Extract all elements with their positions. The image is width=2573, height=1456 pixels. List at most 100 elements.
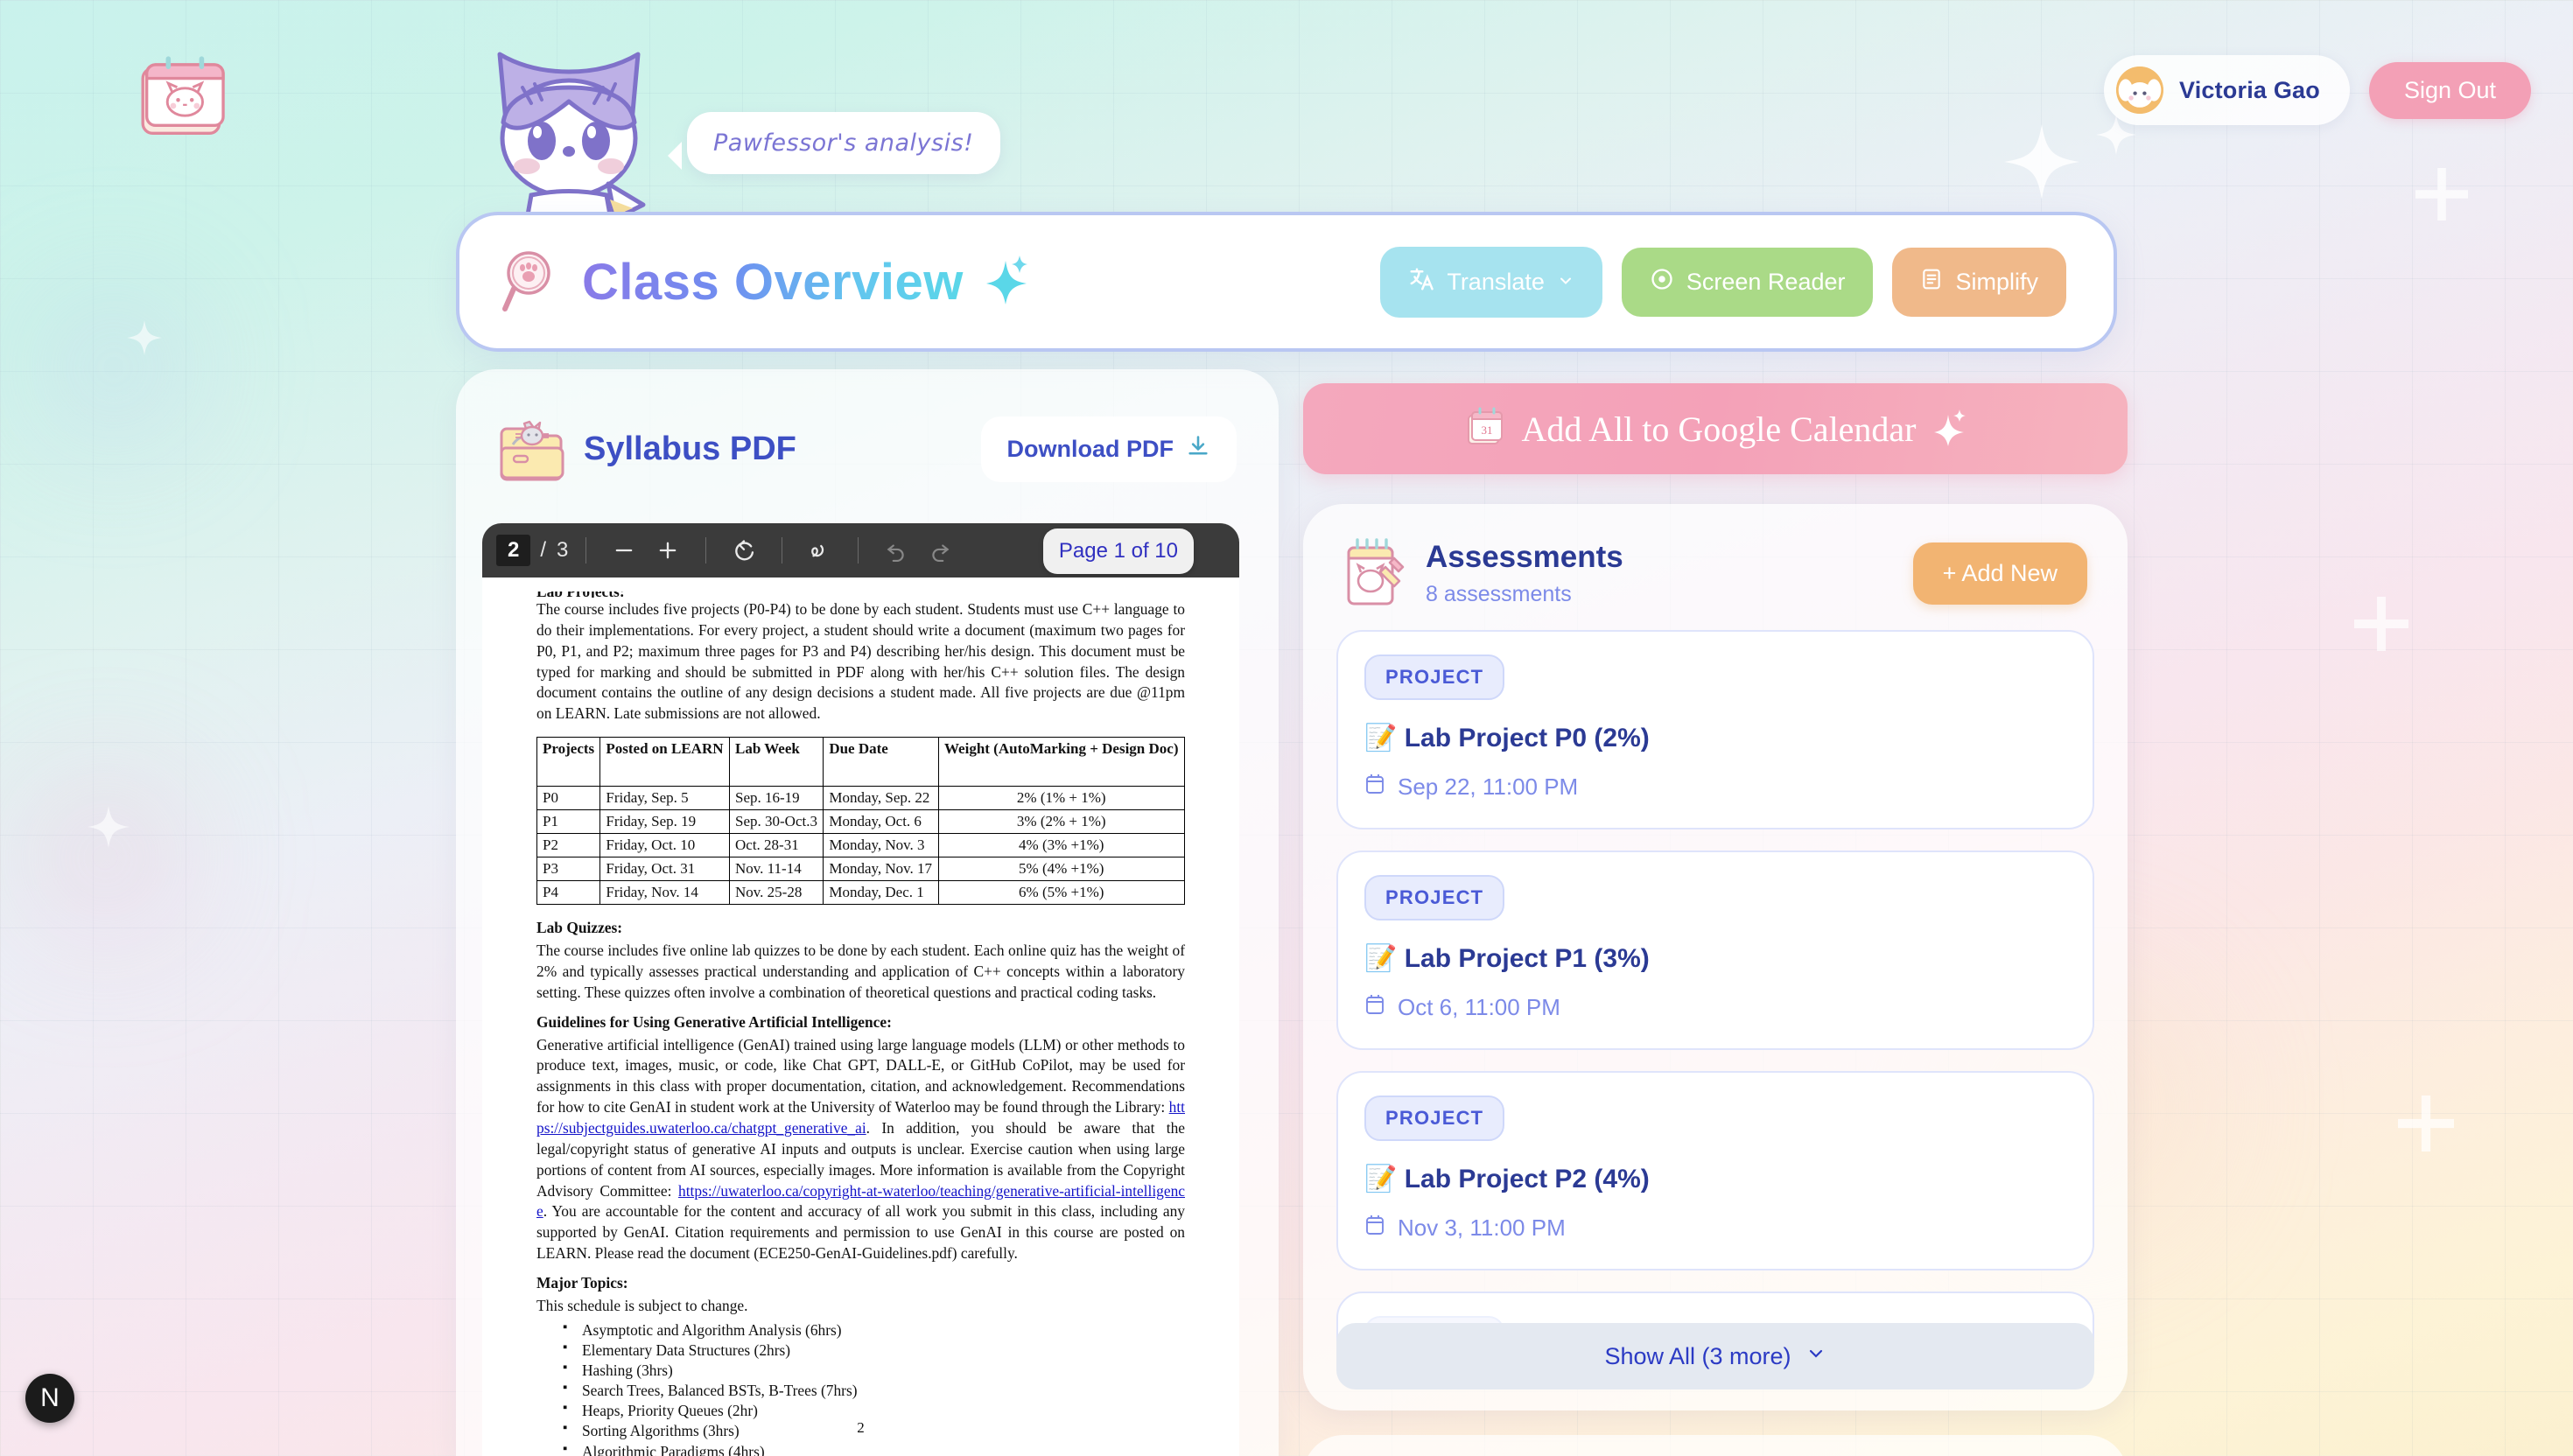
genai-text-3: . You are accountable for the content an… <box>536 1202 1185 1263</box>
pdf-page-number: 2 <box>857 1419 865 1436</box>
calendar-31-icon: 31 <box>1465 407 1504 452</box>
projects-table-body: P0 Friday, Sep. 5 Sep. 16-19 Monday, Sep. 2… <box>536 786 1185 906</box>
list-item: Hashing (3hrs) <box>563 1360 1185 1381</box>
simplify-label: Simplify <box>1955 268 2038 295</box>
lab-quizzes-heading: Lab Quizzes: <box>536 919 623 937</box>
assessment-date: Sep 22, 11:00 PM <box>1398 774 1579 800</box>
th-labweek: Lab Week <box>728 737 824 788</box>
header-actions: Translate Screen Reader Simplify <box>1380 246 2066 318</box>
toolbar-divider <box>705 537 707 564</box>
add-new-button[interactable]: + Add New <box>1912 542 2087 605</box>
download-pdf-button[interactable]: Download PDF <box>980 416 1237 482</box>
pdf-intro-paragraph: The course includes five projects (P0-P4… <box>536 600 1185 723</box>
pdf-clipped-heading: Lab Projects: <box>536 592 1185 598</box>
sign-out-button[interactable]: Sign Out <box>2368 61 2531 119</box>
translate-icon <box>1408 266 1434 298</box>
assessments-title-group: Assessments 8 assessments <box>1426 540 1623 607</box>
list-item: Search Trees, Balanced BSTs, B-Trees (7h… <box>563 1380 1185 1401</box>
translate-button[interactable]: Translate <box>1380 246 1602 318</box>
assessments-title: Assessments <box>1426 539 1623 574</box>
zoom-out-icon[interactable] <box>604 530 644 570</box>
list-item: Heaps, Priority Queues (2hr) <box>563 1400 1185 1421</box>
assessments-header: Assessments 8 assessments + Add New <box>1336 537 2094 630</box>
table-row: P2 Friday, Oct. 10 Oct. 28-31 Monday, Nov. … <box>536 833 1185 858</box>
user-name: Victoria Gao <box>2178 76 2320 103</box>
sparkle-icon <box>88 805 130 849</box>
header-title-group: Class Overview <box>501 249 1380 314</box>
th-duedate: Due Date <box>823 737 939 788</box>
list-item: Sorting Algorithms (3hrs) <box>563 1420 1185 1441</box>
toolbar-divider <box>585 537 587 564</box>
table-row: P0 Friday, Sep. 5 Sep. 16-19 Monday, Sep. 2… <box>536 786 1185 811</box>
paw-magnifier-icon <box>501 249 559 314</box>
cat-calendar-icon <box>133 49 231 147</box>
show-all-label: Show All (3 more) <box>1604 1342 1791 1369</box>
assessment-title: 📝 Lab Project P0 (2%) <box>1364 724 1650 752</box>
genai-paragraph: Generative artificial intelligence (GenA… <box>536 1035 1185 1264</box>
translate-label: Translate <box>1447 268 1545 295</box>
assessment-card[interactable]: PROJECT 📝 Lab Project P0 (2%) Sep 22, 11… <box>1336 630 2094 830</box>
table-row: P3 Friday, Oct. 31 Nov. 11-14 Monday, Nov. … <box>536 857 1185 882</box>
assessment-date: Oct 6, 11:00 PM <box>1398 994 1560 1020</box>
th-weight: Weight (AutoMarking + Design Doc) <box>937 737 1185 788</box>
class-overview-header: Class Overview Translate Screen Reader <box>456 212 2117 352</box>
redo-icon[interactable] <box>920 530 960 570</box>
chevron-down-icon <box>1805 1343 1826 1370</box>
th-projects: Projects <box>536 737 601 788</box>
cat-notebook-icon <box>1343 537 1406 609</box>
major-topics-list: Asymptotic and Algorithm Analysis (6hrs)… <box>563 1320 1185 1456</box>
show-all-button[interactable]: Show All (3 more) <box>1336 1323 2094 1390</box>
add-all-to-google-calendar-button[interactable]: 31 Add All to Google Calendar <box>1303 383 2128 474</box>
screen-reader-button[interactable]: Screen Reader <box>1621 247 1874 317</box>
assessments-count: 8 assessments <box>1426 581 1572 606</box>
user-chip[interactable]: Victoria Gao <box>2103 55 2350 125</box>
status-badge: PROJECT <box>1364 875 1505 920</box>
assessment-date-row: Oct 6, 11:00 PM <box>1364 993 2066 1022</box>
zoom-in-icon[interactable] <box>648 530 688 570</box>
pdf-page-separator: / <box>540 538 547 562</box>
calendar-icon <box>1364 1214 1385 1242</box>
cat-mascot <box>477 33 661 237</box>
projects-table: Projects Posted on LEARN Lab Week Due Da… <box>536 737 1185 906</box>
table-row: P4 Friday, Nov. 14 Nov. 25-28 Monday, Dec. … <box>536 880 1185 906</box>
pdf-viewer: 2 / 3 Page 1 of 10 Lab Projects: The co <box>482 523 1239 1456</box>
pdf-page-input[interactable]: 2 <box>496 535 531 566</box>
simplify-button[interactable]: Simplify <box>1892 247 2066 317</box>
sparkle-icon <box>2004 122 2079 201</box>
mascot-speech-bubble: Pawfessor's analysis! <box>668 112 1000 174</box>
genai-link-1[interactable]: https://subjectguides.uwaterloo.ca/chatg… <box>536 1098 1185 1137</box>
assessments-list: PROJECT 📝 Lab Project P0 (2%) Sep 22, 11… <box>1336 630 2094 1390</box>
pdf-page-badge: Page 1 of 10 <box>1042 528 1194 574</box>
svg-text:31: 31 <box>1482 424 1493 437</box>
assessment-card[interactable]: PROJECT 📝 Lab Project P1 (3%) Oct 6, 11:… <box>1336 850 2094 1050</box>
plus-sparkle-icon <box>2415 166 2468 222</box>
table-header-row: Projects Posted on LEARN Lab Week Due Da… <box>536 737 1185 788</box>
download-pdf-label: Download PDF <box>1006 436 1174 462</box>
undo-icon[interactable] <box>876 530 916 570</box>
list-item: Elementary Data Structures (2hrs) <box>563 1340 1185 1361</box>
table-row: P1 Friday, Sep. 19 Sep. 30-Oct.3 Monday, Oc… <box>536 809 1185 835</box>
pdf-page-content: Lab Projects: The course includes five p… <box>482 578 1239 1456</box>
next-section-placeholder <box>1303 1435 2128 1456</box>
sparkle-icon <box>985 255 1028 309</box>
nextjs-dev-badge[interactable]: N <box>25 1374 74 1423</box>
sparkle-icon <box>127 319 162 356</box>
rotate-icon[interactable] <box>724 530 764 570</box>
list-icon <box>1920 267 1943 298</box>
genai-link-2[interactable]: https://uwaterloo.ca/copyright-at-waterl… <box>536 1181 1185 1221</box>
assessment-date-row: Nov 3, 11:00 PM <box>1364 1214 2066 1242</box>
assessment-title: 📝 Lab Project P1 (3%) <box>1364 944 1650 973</box>
assessment-card[interactable]: PROJECT 📝 Lab Project P2 (4%) Nov 3, 11:… <box>1336 1071 2094 1270</box>
assessments-panel: Assessments 8 assessments + Add New PROJ… <box>1303 504 2128 1410</box>
syllabus-header: Syllabus PDF Download PDF <box>456 369 1279 512</box>
squiggle-icon[interactable] <box>800 530 840 570</box>
pdf-total-pages: 3 <box>557 538 569 562</box>
download-icon <box>1186 434 1210 465</box>
screen-reader-label: Screen Reader <box>1686 268 1846 295</box>
major-topics-heading: Major Topics: <box>536 1273 628 1292</box>
page-title: Class Overview <box>582 253 964 311</box>
status-badge: PROJECT <box>1364 654 1505 700</box>
chevron-down-icon <box>1557 269 1574 296</box>
eye-icon <box>1650 267 1674 298</box>
cat-folder-icon <box>498 418 564 481</box>
